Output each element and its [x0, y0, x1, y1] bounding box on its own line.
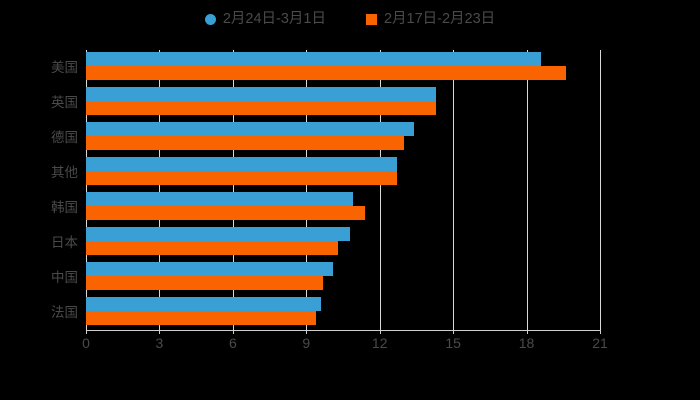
legend-label-series-1: 2月17日-2月23日: [383, 10, 496, 27]
bar-group: [86, 50, 600, 85]
bar-group: [86, 85, 600, 120]
bar-中国-series-1[interactable]: [86, 276, 324, 290]
chart-legend: 2月24日-3月1日 2月17日-2月23日: [0, 8, 700, 30]
y-axis-category-labels: 美国英国德国其他韩国日本中国法国: [8, 50, 78, 330]
bar-英国-series-1[interactable]: [86, 101, 436, 115]
bar-德国-series-1[interactable]: [86, 136, 405, 150]
x-tick-mark: [526, 330, 528, 334]
bar-group: [86, 190, 600, 225]
y-axis-label-英国: 英国: [51, 94, 78, 110]
y-axis-label-德国: 德国: [51, 129, 78, 145]
bar-美国-series-0[interactable]: [86, 52, 542, 66]
y-axis-label-美国: 美国: [51, 59, 78, 75]
bar-韩国-series-1[interactable]: [86, 206, 366, 220]
bar-中国-series-0[interactable]: [86, 262, 334, 276]
gridline: [600, 50, 601, 330]
x-tick-label-15: 15: [445, 335, 461, 351]
gridline: [379, 50, 381, 330]
x-tick-label-21: 21: [592, 335, 608, 351]
x-tick-label-18: 18: [518, 335, 535, 351]
x-tick-mark: [159, 330, 161, 334]
gridline: [306, 50, 308, 330]
bar-美国-series-1[interactable]: [86, 66, 566, 80]
bar-法国-series-1[interactable]: [86, 311, 317, 325]
x-tick-mark: [232, 330, 234, 334]
bar-韩国-series-0[interactable]: [86, 192, 353, 206]
x-tick-mark: [306, 330, 308, 334]
y-axis-label-韩国: 韩国: [51, 199, 78, 215]
legend-circle-marker-icon: [204, 13, 216, 25]
x-tick-mark: [453, 330, 455, 334]
bar-日本-series-0[interactable]: [86, 227, 351, 241]
y-axis-label-法国: 法国: [51, 304, 78, 320]
plot-area: [86, 50, 601, 330]
x-tick-label-6: 6: [228, 335, 237, 351]
x-tick-mark: [600, 330, 601, 334]
bar-group: [86, 155, 600, 190]
gridline: [232, 50, 234, 330]
bar-group: [86, 260, 600, 295]
legend-item-series-1[interactable]: 2月17日-2月23日: [365, 10, 496, 27]
legend-label-series-0: 2月24日-3月1日: [222, 10, 326, 27]
gridline: [86, 50, 87, 330]
x-tick-label-9: 9: [302, 335, 311, 351]
x-tick-label-12: 12: [371, 335, 388, 351]
y-axis-label-其他: 其他: [51, 164, 78, 180]
bar-日本-series-1[interactable]: [86, 241, 339, 255]
bar-group: [86, 120, 600, 155]
x-tick-label-0: 0: [82, 335, 90, 351]
x-axis-tick-labels: 0 3 6 9 12 15 18 21: [0, 334, 700, 356]
gridline: [159, 50, 161, 330]
bar-其他-series-1[interactable]: [86, 171, 397, 185]
legend-square-marker-icon: [365, 13, 377, 25]
bar-英国-series-0[interactable]: [86, 87, 436, 101]
bar-group: [86, 225, 600, 260]
x-axis-line: [86, 330, 601, 331]
bar-德国-series-0[interactable]: [86, 122, 414, 136]
y-axis-label-中国: 中国: [51, 269, 78, 285]
x-tick-mark: [86, 330, 87, 334]
x-tick-label-3: 3: [155, 335, 164, 351]
x-tick-mark: [379, 330, 381, 334]
legend-item-series-0[interactable]: 2月24日-3月1日: [204, 10, 326, 27]
y-axis-label-日本: 日本: [51, 234, 78, 250]
bar-法国-series-0[interactable]: [86, 297, 321, 311]
gridline: [526, 50, 528, 330]
bar-其他-series-0[interactable]: [86, 157, 397, 171]
gridline: [453, 50, 455, 330]
bar-group: [86, 295, 600, 330]
